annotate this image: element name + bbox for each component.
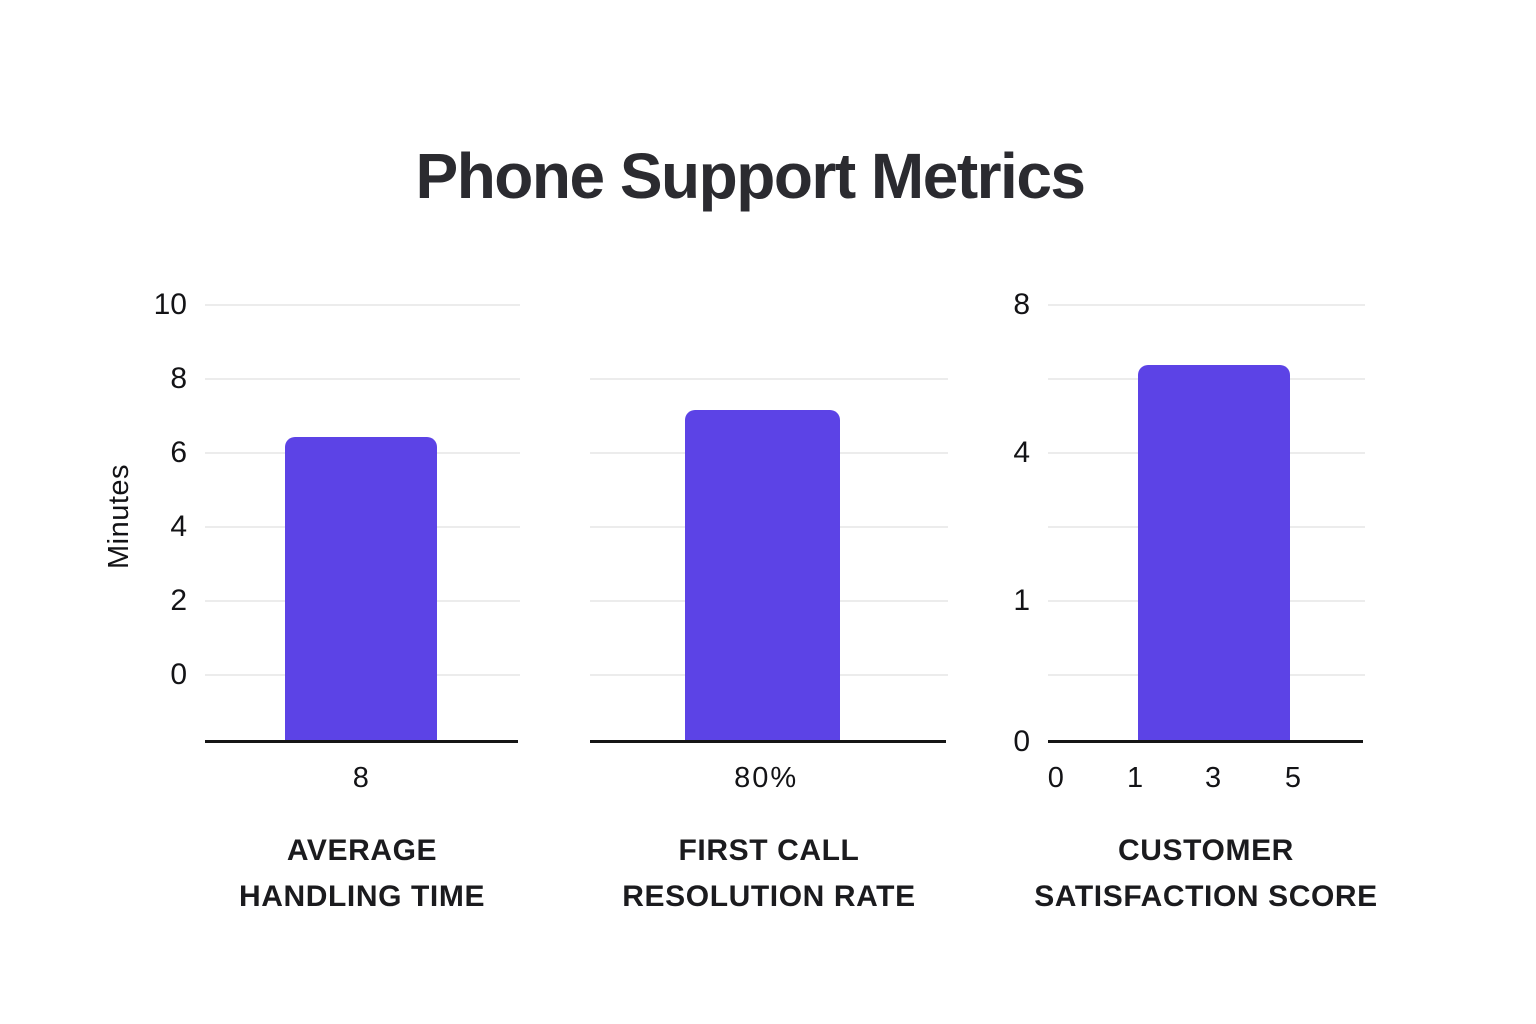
x-axis-line — [205, 740, 518, 743]
caption-first-call-resolution-rate: FIRST CALL RESOLUTION RATE — [622, 828, 915, 920]
caption-line: FIRST CALL — [678, 834, 860, 867]
y-tick-label: 6 — [170, 436, 187, 469]
x-tick-label: 0 — [1047, 762, 1066, 794]
y-tick-label: 4 — [1013, 436, 1030, 469]
y-axis-title-text: Minutes — [103, 463, 136, 569]
plot-average-handling-time: 10 8 6 4 2 0 8 — [154, 289, 520, 794]
caption-line: RESOLUTION RATE — [622, 880, 916, 913]
x-tick-label: 8 — [352, 762, 371, 794]
bar-customer-satisfaction-score — [1138, 365, 1290, 742]
plot-first-call-resolution-rate: 80% — [590, 290, 948, 794]
caption-average-handling-time: AVERAGE HANDLING TIME — [239, 828, 485, 920]
y-tick-label: 4 — [170, 510, 187, 543]
caption-customer-satisfaction-score: CUSTOMER SATISFACTION SCORE — [1034, 828, 1378, 920]
gridline — [205, 378, 520, 380]
page-title: Phone Support Metrics — [415, 139, 1087, 212]
gridline — [1048, 304, 1365, 306]
x-tick-label: 80% — [734, 762, 799, 794]
y-tick-label: 0 — [170, 658, 187, 691]
x-tick-label: 1 — [1127, 762, 1146, 794]
y-tick-label: 10 — [153, 288, 187, 321]
caption-line: CUSTOMER — [1118, 834, 1294, 867]
bar-average-handling-time — [285, 437, 437, 742]
gridline — [590, 378, 948, 380]
y-axis-title-minutes: Minutes — [92, 290, 148, 742]
bar-first-call-resolution-rate — [685, 410, 840, 742]
gridline — [205, 304, 520, 306]
x-axis-line — [1048, 740, 1363, 743]
caption-line: SATISFACTION SCORE — [1034, 880, 1378, 913]
caption-line: HANDLING TIME — [238, 880, 486, 913]
y-tick-label: 8 — [1013, 288, 1030, 321]
y-tick-label: 0 — [1013, 725, 1030, 758]
x-tick-label: 5 — [1284, 762, 1304, 794]
y-tick-label: 2 — [170, 584, 187, 617]
x-tick-label: 3 — [1205, 762, 1224, 794]
caption-line: AVERAGE — [286, 834, 438, 867]
y-tick-label: 1 — [1013, 584, 1030, 617]
y-tick-label: 8 — [170, 362, 187, 395]
x-axis-line — [590, 740, 946, 743]
